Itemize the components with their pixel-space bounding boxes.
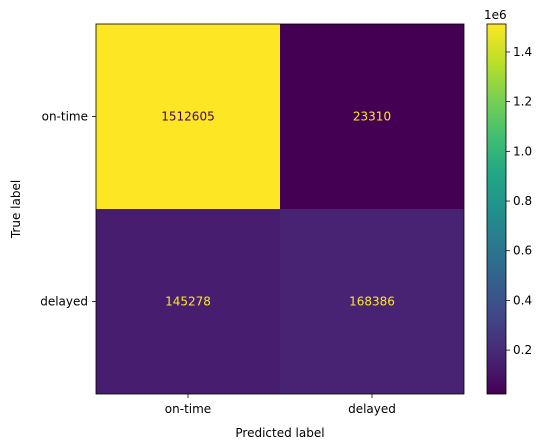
cell-value-label: 1512605	[161, 110, 214, 124]
x-tick-label: on-time	[165, 402, 211, 416]
colorbar-tick-label: 0.4	[513, 293, 532, 307]
colorbar-ticks: 0.2 0.4 0.6 0.8 1.0 1.2 1.4	[506, 45, 532, 357]
heatmap-cell	[280, 209, 464, 394]
colorbar-frame	[486, 23, 507, 395]
heatmap-cell	[96, 209, 280, 394]
y-axis-ticks: on-time delayed	[40, 110, 96, 309]
heatmap-cell	[280, 24, 464, 209]
y-tick-label: on-time	[42, 110, 88, 124]
x-axis-label: Predicted label	[235, 426, 324, 440]
y-tick-label: delayed	[40, 295, 88, 309]
colorbar-tick-label: 0.6	[513, 244, 532, 258]
colorbar-multiplier: 1e6	[484, 8, 507, 22]
colorbar	[487, 24, 506, 394]
x-axis-ticks: on-time delayed	[165, 394, 396, 416]
colorbar-tick-label: 0.8	[513, 194, 532, 208]
colorbar-tick-label: 1.4	[513, 45, 532, 59]
colorbar-tick-label: 1.0	[513, 144, 532, 158]
cell-value-label: 23310	[353, 110, 391, 124]
cell-value-label: 145278	[165, 295, 211, 309]
y-axis-label: True label	[9, 180, 23, 239]
heatmap-cell	[96, 24, 280, 209]
colorbar-tick-label: 1.2	[513, 95, 532, 109]
colorbar-tick-label: 0.2	[513, 343, 532, 357]
plot-frame	[95, 23, 465, 395]
heatmap-cells: 1512605 23310 145278 168386	[96, 24, 464, 394]
cell-value-label: 168386	[349, 295, 395, 309]
x-tick-label: delayed	[348, 402, 396, 416]
